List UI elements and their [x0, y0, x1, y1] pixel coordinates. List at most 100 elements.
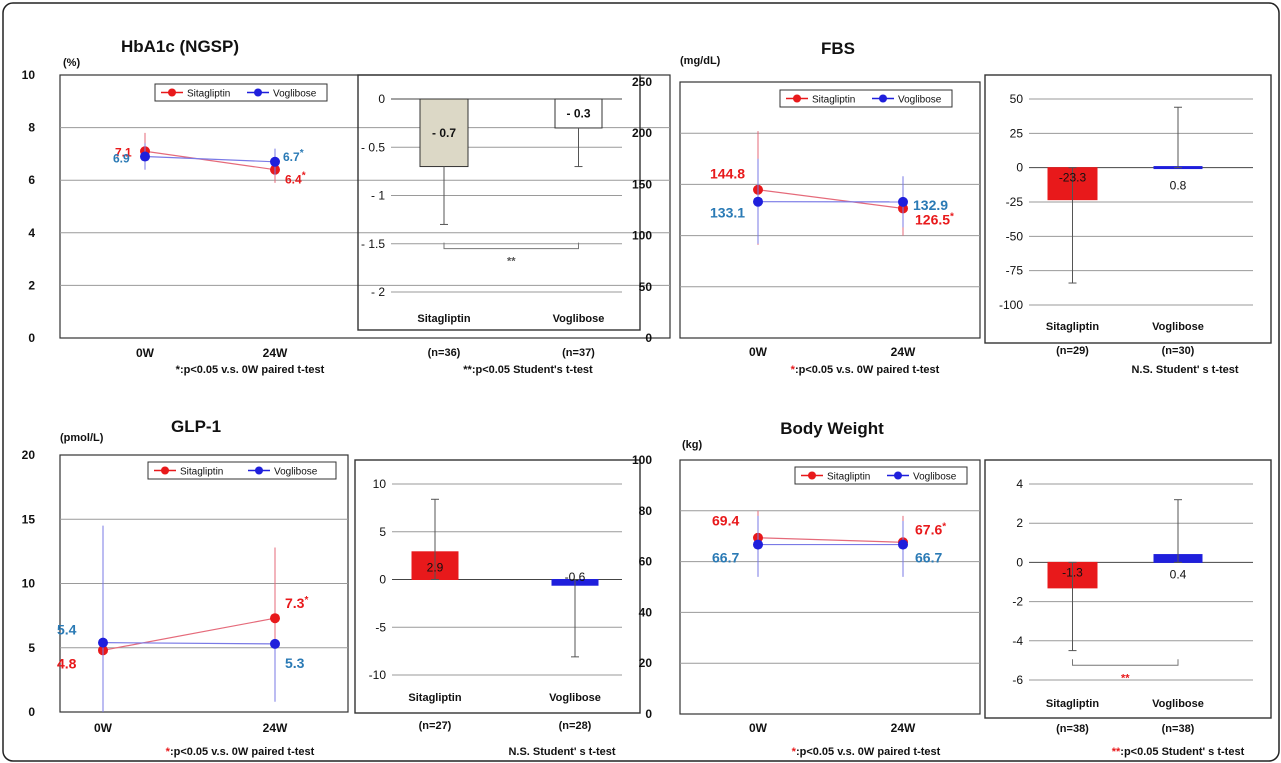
y-tick-label: 100: [632, 453, 652, 467]
legend-marker: [254, 88, 262, 97]
significance-bracket: [443, 242, 579, 250]
data-label-value: 7.1: [115, 145, 132, 159]
category-label: Sitagliptin: [1046, 321, 1099, 333]
y-tick-label: - 1: [371, 189, 385, 203]
y-tick-label: -10: [369, 668, 387, 682]
y-tick-label: - 0.5: [361, 140, 385, 154]
data-label-value: 6.9: [113, 152, 130, 166]
chart-3: FBS (mg/dL) 0 50 100 150 200 250 0W 24W 144.8 126.5…: [632, 39, 981, 376]
series-line: [102, 617, 276, 651]
y-tick-label: 4: [1016, 477, 1023, 491]
footnote: N.S. Student' s t-test: [508, 746, 615, 758]
data-label-value: 5.4: [57, 622, 77, 638]
y-tick-label: 5: [379, 525, 386, 539]
data-label-value: 69.4: [712, 513, 739, 529]
y-tick-label: 10: [22, 577, 36, 591]
y-tick-label: -75: [1006, 264, 1024, 278]
series-line: [757, 537, 904, 543]
x-tick-label: 0W: [749, 345, 768, 359]
y-tick-label: 150: [632, 177, 652, 191]
y-tick-label: -50: [1006, 229, 1024, 243]
footnote: *:p<0.05 v.s. 0W paired t-test: [792, 746, 941, 758]
y-tick-label: 25: [1010, 126, 1024, 140]
legend-marker: [168, 88, 176, 97]
legend-border: [147, 461, 337, 480]
plot-area-border: [679, 459, 981, 715]
footnote: **:p<0.05 Student' s t-test: [1112, 746, 1245, 758]
legend-label: Voglibose: [898, 95, 942, 106]
footnote-mark: *: [791, 364, 796, 376]
data-label: 6.9: [113, 152, 130, 166]
legend-label: Sitagliptin: [812, 95, 855, 106]
bar: [419, 98, 469, 168]
sample-size-label: (n=28): [559, 720, 592, 732]
legend-border: [794, 466, 968, 485]
significance-star: *: [950, 211, 954, 222]
y-tick-label: - 1.5: [361, 237, 385, 251]
data-label: 67.6*: [915, 521, 946, 537]
significance-marker: **: [507, 256, 516, 268]
data-point: [753, 196, 763, 207]
data-label: 6.7*: [283, 148, 304, 164]
x-tick-label: 0W: [136, 346, 155, 360]
chart-8: 4 2 0 -2 -4 -6 -1.3 Sitagliptin (n=38) 0.4 Voglibo…: [984, 459, 1272, 758]
footnote-text: **:p<0.05 Student's t-test: [463, 364, 593, 376]
category-label: Voglibose: [1152, 321, 1204, 333]
legend: Sitagliptin Voglibose: [154, 83, 328, 102]
significance-star: *: [300, 148, 304, 159]
legend-marker: [894, 471, 902, 480]
y-tick-label: 0: [1016, 555, 1023, 569]
y-tick-label: 0: [378, 92, 385, 106]
y-tick-label: 0: [645, 707, 652, 721]
legend-marker: [255, 466, 263, 475]
footnote-mark: *: [792, 746, 797, 758]
y-tick-label: -100: [999, 298, 1023, 312]
data-label-value: 66.7: [915, 550, 942, 566]
y-tick-label: 6: [28, 173, 35, 187]
legend-label: Sitagliptin: [187, 89, 230, 100]
sample-size-label: (n=30): [1162, 345, 1195, 357]
bar-value-label: 0.8: [1170, 179, 1187, 193]
legend: Sitagliptin Voglibose: [779, 89, 953, 108]
chart-title: GLP-1: [171, 417, 221, 436]
data-point: [270, 156, 280, 167]
y-tick-label: 0: [645, 331, 652, 345]
y-tick-label: 20: [639, 656, 653, 670]
data-label: 133.1: [710, 205, 745, 221]
legend-marker: [879, 94, 887, 103]
plot-area-border: [679, 81, 981, 339]
footnote-text: :p<0.05 Student' s t-test: [1120, 746, 1244, 758]
legend-marker: [793, 94, 801, 103]
data-label: 126.5*: [915, 211, 954, 227]
panel-border: [984, 74, 1272, 344]
footnote-text: *:p<0.05 v.s. 0W paired t-test: [176, 364, 325, 376]
footnote: **:p<0.05 Student's t-test: [463, 364, 593, 376]
bar: [554, 98, 603, 129]
data-point: [898, 539, 908, 550]
y-tick-label: 4: [28, 226, 35, 240]
data-label: 66.7: [915, 550, 942, 566]
x-tick-label: 24W: [263, 346, 288, 360]
data-label-value: 132.9: [913, 197, 948, 213]
y-tick-label: 0: [1016, 161, 1023, 175]
legend-label: Sitagliptin: [180, 467, 223, 478]
data-label-value: 4.8: [57, 655, 77, 671]
y-tick-label: 2: [1016, 516, 1023, 530]
footnote-text: N.S. Student' s t-test: [1131, 364, 1238, 376]
footnote-text: :p<0.05 v.s. 0W paired t-test: [796, 746, 941, 758]
data-label: 6.4*: [285, 171, 306, 187]
chart-2: 0 - 0.5 - 1 - 1.5 - 2 - 0.7 Sitagliptin (n=36) -…: [357, 74, 641, 376]
data-label-value: 133.1: [710, 205, 745, 221]
footnote: *:p<0.05 v.s. 0W paired t-test: [791, 364, 940, 376]
data-label: 4.8: [57, 655, 77, 671]
category-label: Sitagliptin: [408, 692, 461, 704]
data-label-value: 144.8: [710, 166, 745, 182]
chart-title: FBS: [821, 39, 855, 58]
chart-6: 10 5 0 -5 -10 2.9 Sitagliptin (n=27) -0.6 Voglibo…: [354, 459, 641, 758]
chart-title: HbA1c (NGSP): [121, 37, 239, 56]
y-tick-label: 0: [28, 331, 35, 345]
data-label: 66.7: [712, 550, 739, 566]
x-tick-label: 24W: [263, 721, 288, 735]
